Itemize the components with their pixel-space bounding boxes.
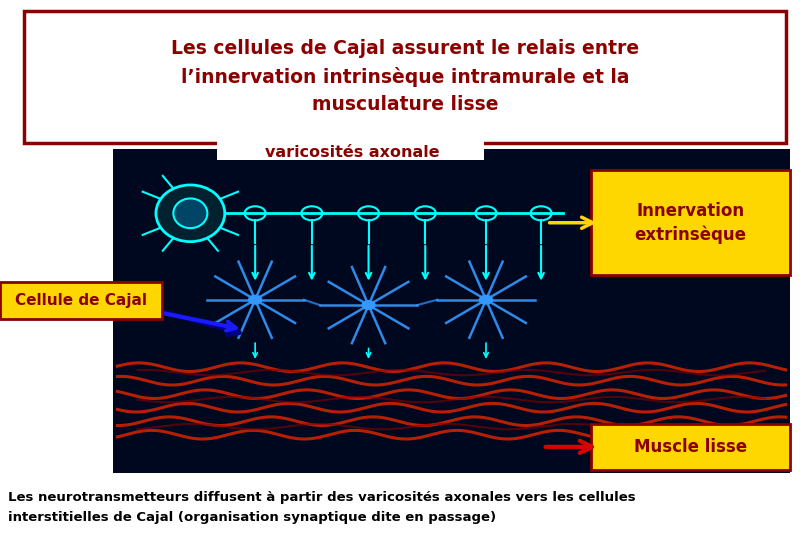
Text: Cellule de Cajal: Cellule de Cajal [15,293,147,308]
FancyBboxPatch shape [0,282,162,319]
FancyBboxPatch shape [591,170,790,275]
Circle shape [362,301,375,309]
Text: varicosités axonale: varicosités axonale [265,145,440,160]
FancyBboxPatch shape [217,141,484,160]
FancyBboxPatch shape [24,11,786,143]
Text: Muscle lisse: Muscle lisse [634,438,747,456]
Circle shape [480,295,492,304]
Text: Les neurotransmetteurs diffusent à partir des varicosités axonales vers les cell: Les neurotransmetteurs diffusent à parti… [8,491,636,524]
Text: Innervation
extrinsèque: Innervation extrinsèque [634,202,747,244]
FancyBboxPatch shape [113,148,790,472]
Ellipse shape [156,185,225,242]
Text: Les cellules de Cajal assurent le relais entre
l’innervation intrinsèque intramu: Les cellules de Cajal assurent le relais… [171,39,639,114]
Ellipse shape [173,198,207,228]
FancyBboxPatch shape [591,424,790,470]
Circle shape [249,295,262,304]
